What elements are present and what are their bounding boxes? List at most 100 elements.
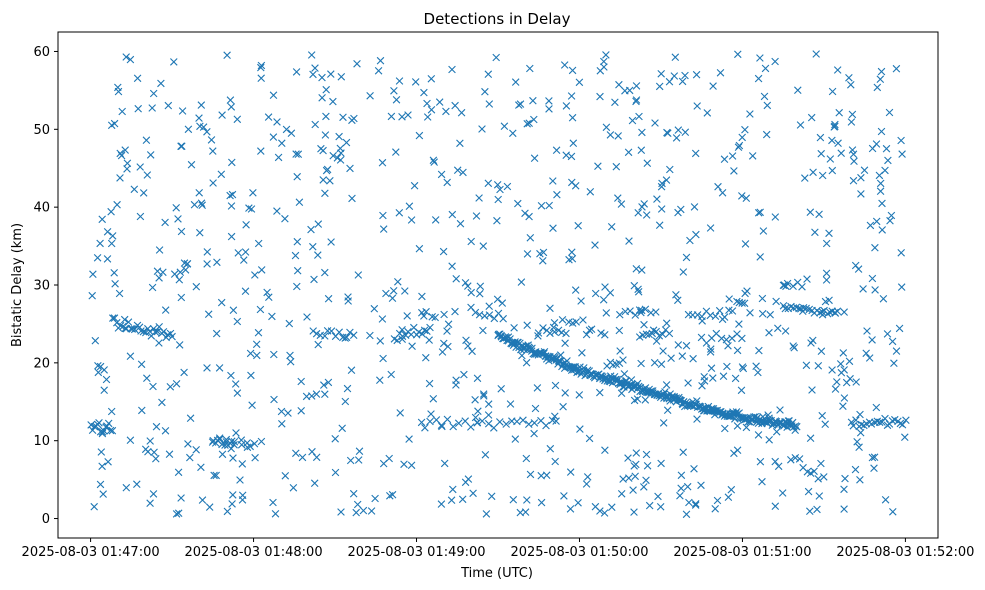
data-point	[657, 360, 666, 368]
data-point	[97, 448, 106, 456]
data-point	[617, 389, 626, 397]
data-point	[562, 329, 570, 338]
data-point	[172, 204, 180, 212]
data-point	[674, 126, 683, 134]
data-point	[149, 490, 158, 498]
data-point	[396, 409, 404, 417]
data-point	[679, 268, 688, 276]
data-point	[835, 108, 843, 117]
data-point	[781, 327, 790, 335]
data-point	[616, 310, 624, 319]
data-point	[596, 388, 604, 397]
data-point	[371, 494, 379, 503]
data-point	[230, 441, 238, 449]
data-point	[566, 505, 575, 513]
data-point	[872, 217, 881, 226]
data-point	[537, 202, 546, 210]
data-point	[806, 208, 815, 216]
data-point	[347, 366, 356, 374]
data-point	[890, 359, 898, 367]
data-point	[822, 239, 831, 248]
data-point	[148, 283, 157, 292]
data-point	[674, 341, 683, 349]
data-point	[536, 249, 544, 258]
data-point	[278, 139, 286, 147]
data-point	[569, 139, 578, 147]
data-point	[476, 282, 485, 291]
data-point	[366, 92, 374, 100]
data-point	[341, 397, 350, 406]
data-point	[180, 368, 188, 377]
data-point	[116, 174, 124, 182]
data-point	[635, 112, 643, 121]
data-point	[143, 374, 151, 382]
data-point	[198, 496, 207, 504]
data-point	[815, 210, 823, 219]
data-point	[720, 313, 729, 321]
data-point	[294, 150, 303, 158]
data-point	[897, 283, 906, 291]
data-point	[645, 501, 654, 510]
data-point	[177, 142, 185, 151]
data-point	[539, 257, 547, 265]
data-point	[617, 200, 626, 208]
data-point	[376, 56, 385, 65]
data-point	[825, 229, 833, 238]
data-point	[724, 493, 733, 501]
data-point	[478, 417, 486, 425]
data-point	[796, 121, 805, 129]
data-point	[614, 194, 622, 202]
data-point	[138, 406, 146, 415]
data-point	[606, 289, 615, 297]
data-point	[309, 242, 317, 251]
data-point	[781, 304, 790, 313]
data-point	[443, 415, 452, 424]
data-point	[309, 70, 317, 79]
data-point	[754, 431, 763, 439]
data-point	[99, 490, 107, 498]
data-point	[816, 308, 824, 317]
data-point	[765, 328, 773, 337]
data-point	[479, 242, 488, 250]
data-point	[612, 375, 620, 384]
data-point	[814, 362, 823, 370]
data-point	[682, 253, 691, 262]
data-point	[771, 457, 779, 466]
data-point	[642, 476, 650, 485]
data-point	[116, 149, 124, 158]
data-point	[511, 435, 520, 443]
data-point	[248, 401, 256, 409]
data-point	[192, 446, 200, 454]
data-point	[737, 386, 746, 395]
data-point	[754, 368, 762, 377]
data-point	[389, 287, 398, 295]
data-point	[490, 314, 499, 323]
data-point	[282, 125, 291, 134]
data-point	[480, 392, 488, 400]
data-point	[174, 215, 182, 223]
data-point	[336, 144, 345, 153]
data-point	[152, 454, 160, 463]
data-point	[596, 92, 604, 101]
data-point	[716, 69, 725, 77]
data-point	[828, 87, 837, 96]
data-point	[379, 354, 387, 363]
data-point	[467, 237, 475, 246]
data-point	[898, 150, 906, 158]
data-point	[551, 381, 560, 390]
data-point	[774, 462, 783, 471]
data-point	[205, 503, 214, 511]
data-point	[860, 166, 869, 174]
data-point	[631, 472, 639, 481]
data-point	[881, 166, 889, 175]
data-point	[227, 232, 236, 241]
data-point	[331, 468, 340, 477]
data-point	[812, 50, 820, 58]
data-point	[442, 107, 450, 116]
data-point	[815, 492, 824, 500]
data-point	[456, 219, 465, 228]
data-point	[868, 453, 877, 462]
data-point	[816, 133, 825, 142]
data-point	[818, 411, 826, 420]
data-point	[223, 507, 232, 516]
